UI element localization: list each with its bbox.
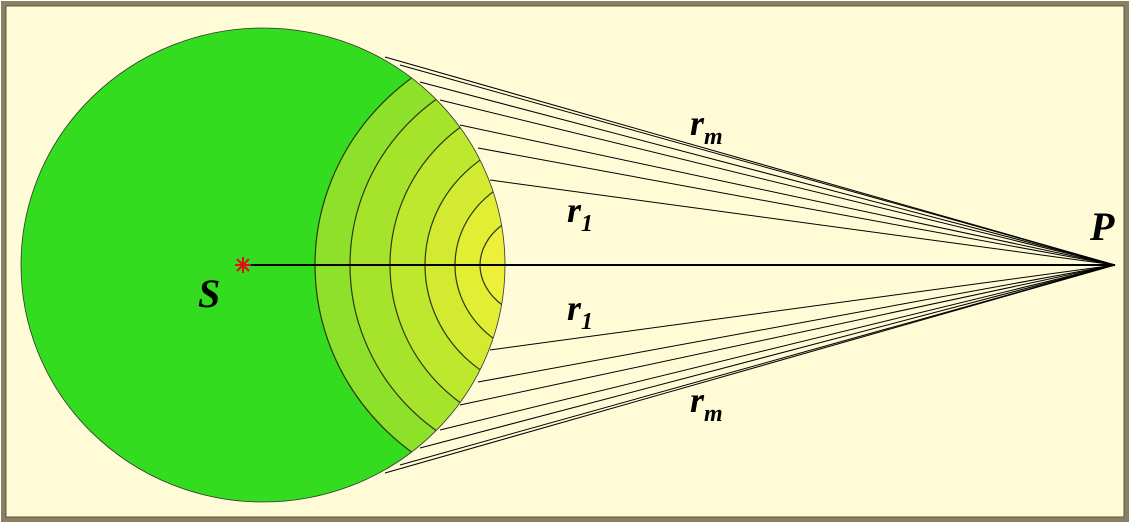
distance-label: r1 [567,190,593,237]
ray [399,264,1116,466]
ray [384,264,1116,474]
rays [243,56,1116,474]
ray [384,56,1116,266]
source-marker [235,257,251,273]
ray [489,179,1116,266]
ray [439,99,1116,266]
ray [459,264,1116,406]
ray [419,264,1116,449]
source-label: S [198,271,220,316]
observer-label: P [1089,204,1115,249]
ray [419,81,1116,266]
ray [439,264,1116,431]
ray [477,264,1116,383]
distance-label: r1 [567,288,593,335]
distance-label: rm [690,380,723,427]
ray [459,124,1116,266]
ray [477,147,1116,266]
ray [399,64,1116,266]
ray [489,264,1116,351]
distance-label: rm [690,103,723,150]
sphere [20,27,506,503]
